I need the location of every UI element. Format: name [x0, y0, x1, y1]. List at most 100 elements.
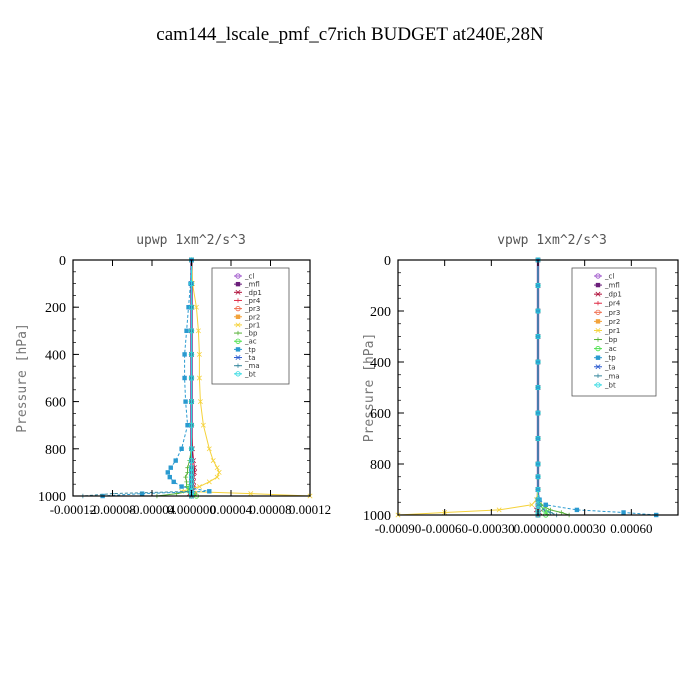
legend-label: _ac — [244, 338, 257, 346]
series-point-bt — [535, 435, 541, 442]
series-point-pr1 — [195, 328, 201, 334]
y-tick-label: 800 — [370, 458, 391, 473]
legend: _cl_mfl_dp1_pr4_pr3_pr2_pr1_bp_ac_tp_ta_… — [211, 267, 290, 385]
legend-marker — [235, 347, 241, 352]
legend-label: _ac — [604, 345, 617, 353]
y-tick-label: 1000 — [363, 509, 391, 524]
series-point-bt — [535, 497, 541, 503]
series-point-bt — [188, 446, 195, 452]
series-point-bt — [188, 280, 195, 287]
series-point-bp — [184, 479, 189, 485]
series-point-tp — [574, 507, 580, 513]
series-point-tp — [165, 470, 170, 475]
plot-area — [80, 257, 313, 499]
legend-label: _bp — [244, 330, 258, 338]
y-tick-label: 600 — [45, 396, 66, 411]
legend-marker — [595, 346, 601, 352]
y-axis-label: Pressure [hPa] — [15, 323, 30, 433]
legend-label: _pr2 — [244, 313, 260, 321]
legend-box — [571, 267, 657, 397]
legend-marker — [235, 338, 241, 344]
series-point-bt — [188, 375, 195, 381]
series-point-tp — [184, 328, 189, 333]
series-point-bp — [559, 510, 564, 515]
y-tick-label: 200 — [45, 301, 66, 316]
y-tick-label: 600 — [370, 407, 391, 422]
legend-marker — [595, 319, 601, 324]
legend-marker — [595, 337, 601, 342]
legend-label: _ta — [604, 363, 616, 371]
series-point-pr1 — [216, 469, 222, 475]
series-point-bt — [188, 457, 195, 464]
panel-vpwp: vpwp 1xm^2/s^3 Pressure [hPa] 0 200 400 600 80… — [362, 233, 679, 536]
legend-marker — [235, 298, 241, 303]
series-point-pr1 — [529, 502, 535, 508]
series-point-bt — [188, 351, 195, 357]
y-tick-label: 0 — [59, 254, 66, 269]
legend-label: _mfl — [604, 282, 620, 290]
legend-label: _pr4 — [604, 300, 621, 308]
legend-label: _mfl — [244, 281, 260, 289]
legend-label: _pr4 — [244, 297, 261, 305]
legend-label: _pr3 — [244, 305, 260, 313]
x-tick-label: 0.000000 — [167, 502, 216, 517]
series-point-tp — [179, 446, 184, 451]
legend-label: _pr1 — [244, 321, 260, 329]
legend-label: _tp — [244, 346, 256, 354]
legend-marker — [595, 282, 601, 288]
legend-label: _bp — [604, 336, 618, 344]
legend-marker — [595, 364, 601, 370]
legend-label: _cl — [244, 273, 254, 281]
series-point-pr1 — [248, 491, 254, 497]
legend-marker — [595, 382, 601, 388]
series-point-tp — [185, 423, 190, 428]
legend-marker — [235, 363, 241, 368]
legend-label: _ma — [604, 372, 620, 380]
legend-marker — [595, 327, 601, 333]
legend-label: _cl — [604, 273, 614, 281]
legend-label: _tp — [604, 354, 616, 362]
series-point-bt — [188, 422, 195, 428]
series-point-bp — [183, 474, 188, 480]
series-point-tp — [139, 491, 145, 496]
legend-marker — [595, 273, 601, 279]
series-point-bt — [535, 474, 541, 480]
legend-marker — [235, 371, 241, 377]
series-point-bt — [535, 410, 541, 416]
legend-box — [211, 267, 290, 385]
legend-marker — [235, 330, 241, 336]
series-point-pr1 — [200, 422, 206, 428]
legend: _cl_mfl_dp1_pr4_pr3_pr2_pr1_bp_ac_tp_ta_… — [571, 267, 657, 397]
panel-title: vpwp 1xm^2/s^3 — [497, 233, 607, 248]
x-tick-label: 0.00030 — [564, 521, 606, 536]
legend-marker — [595, 373, 601, 379]
legend-label: _ma — [244, 362, 260, 370]
legend-label: _dp1 — [244, 289, 262, 297]
legend-label: _dp1 — [604, 291, 622, 299]
series-point-bt — [535, 502, 541, 508]
series-point-bt — [188, 398, 195, 405]
series-point-tp — [183, 399, 188, 404]
series-point-tp — [182, 375, 187, 381]
legend-marker — [235, 289, 241, 295]
legend-label: _bt — [604, 381, 616, 389]
legend-label: _pr1 — [604, 327, 620, 335]
series-point-tp — [171, 479, 176, 485]
x-tick-label: 0.00060 — [610, 521, 652, 536]
y-tick-label: 800 — [45, 443, 66, 458]
x-tick-label: 0.00004 — [210, 502, 253, 517]
series-point-pr1 — [206, 446, 212, 452]
series-point-bt — [188, 304, 195, 310]
panel-upwp: upwp 1xm^2/s^3 Pressure [hPa] 0 200 400 600 80… — [15, 233, 331, 517]
series-point-tp — [179, 484, 184, 489]
legend-marker — [235, 322, 241, 328]
x-tick-label: 0.000000 — [514, 521, 563, 536]
series-point-ma — [542, 507, 547, 513]
series-point-pr1 — [214, 465, 220, 471]
series-point-tp — [207, 489, 212, 494]
legend-label: _ta — [244, 354, 256, 362]
series-point-pr1 — [196, 484, 202, 490]
series-point-bt — [535, 461, 541, 467]
legend-marker — [235, 314, 241, 319]
